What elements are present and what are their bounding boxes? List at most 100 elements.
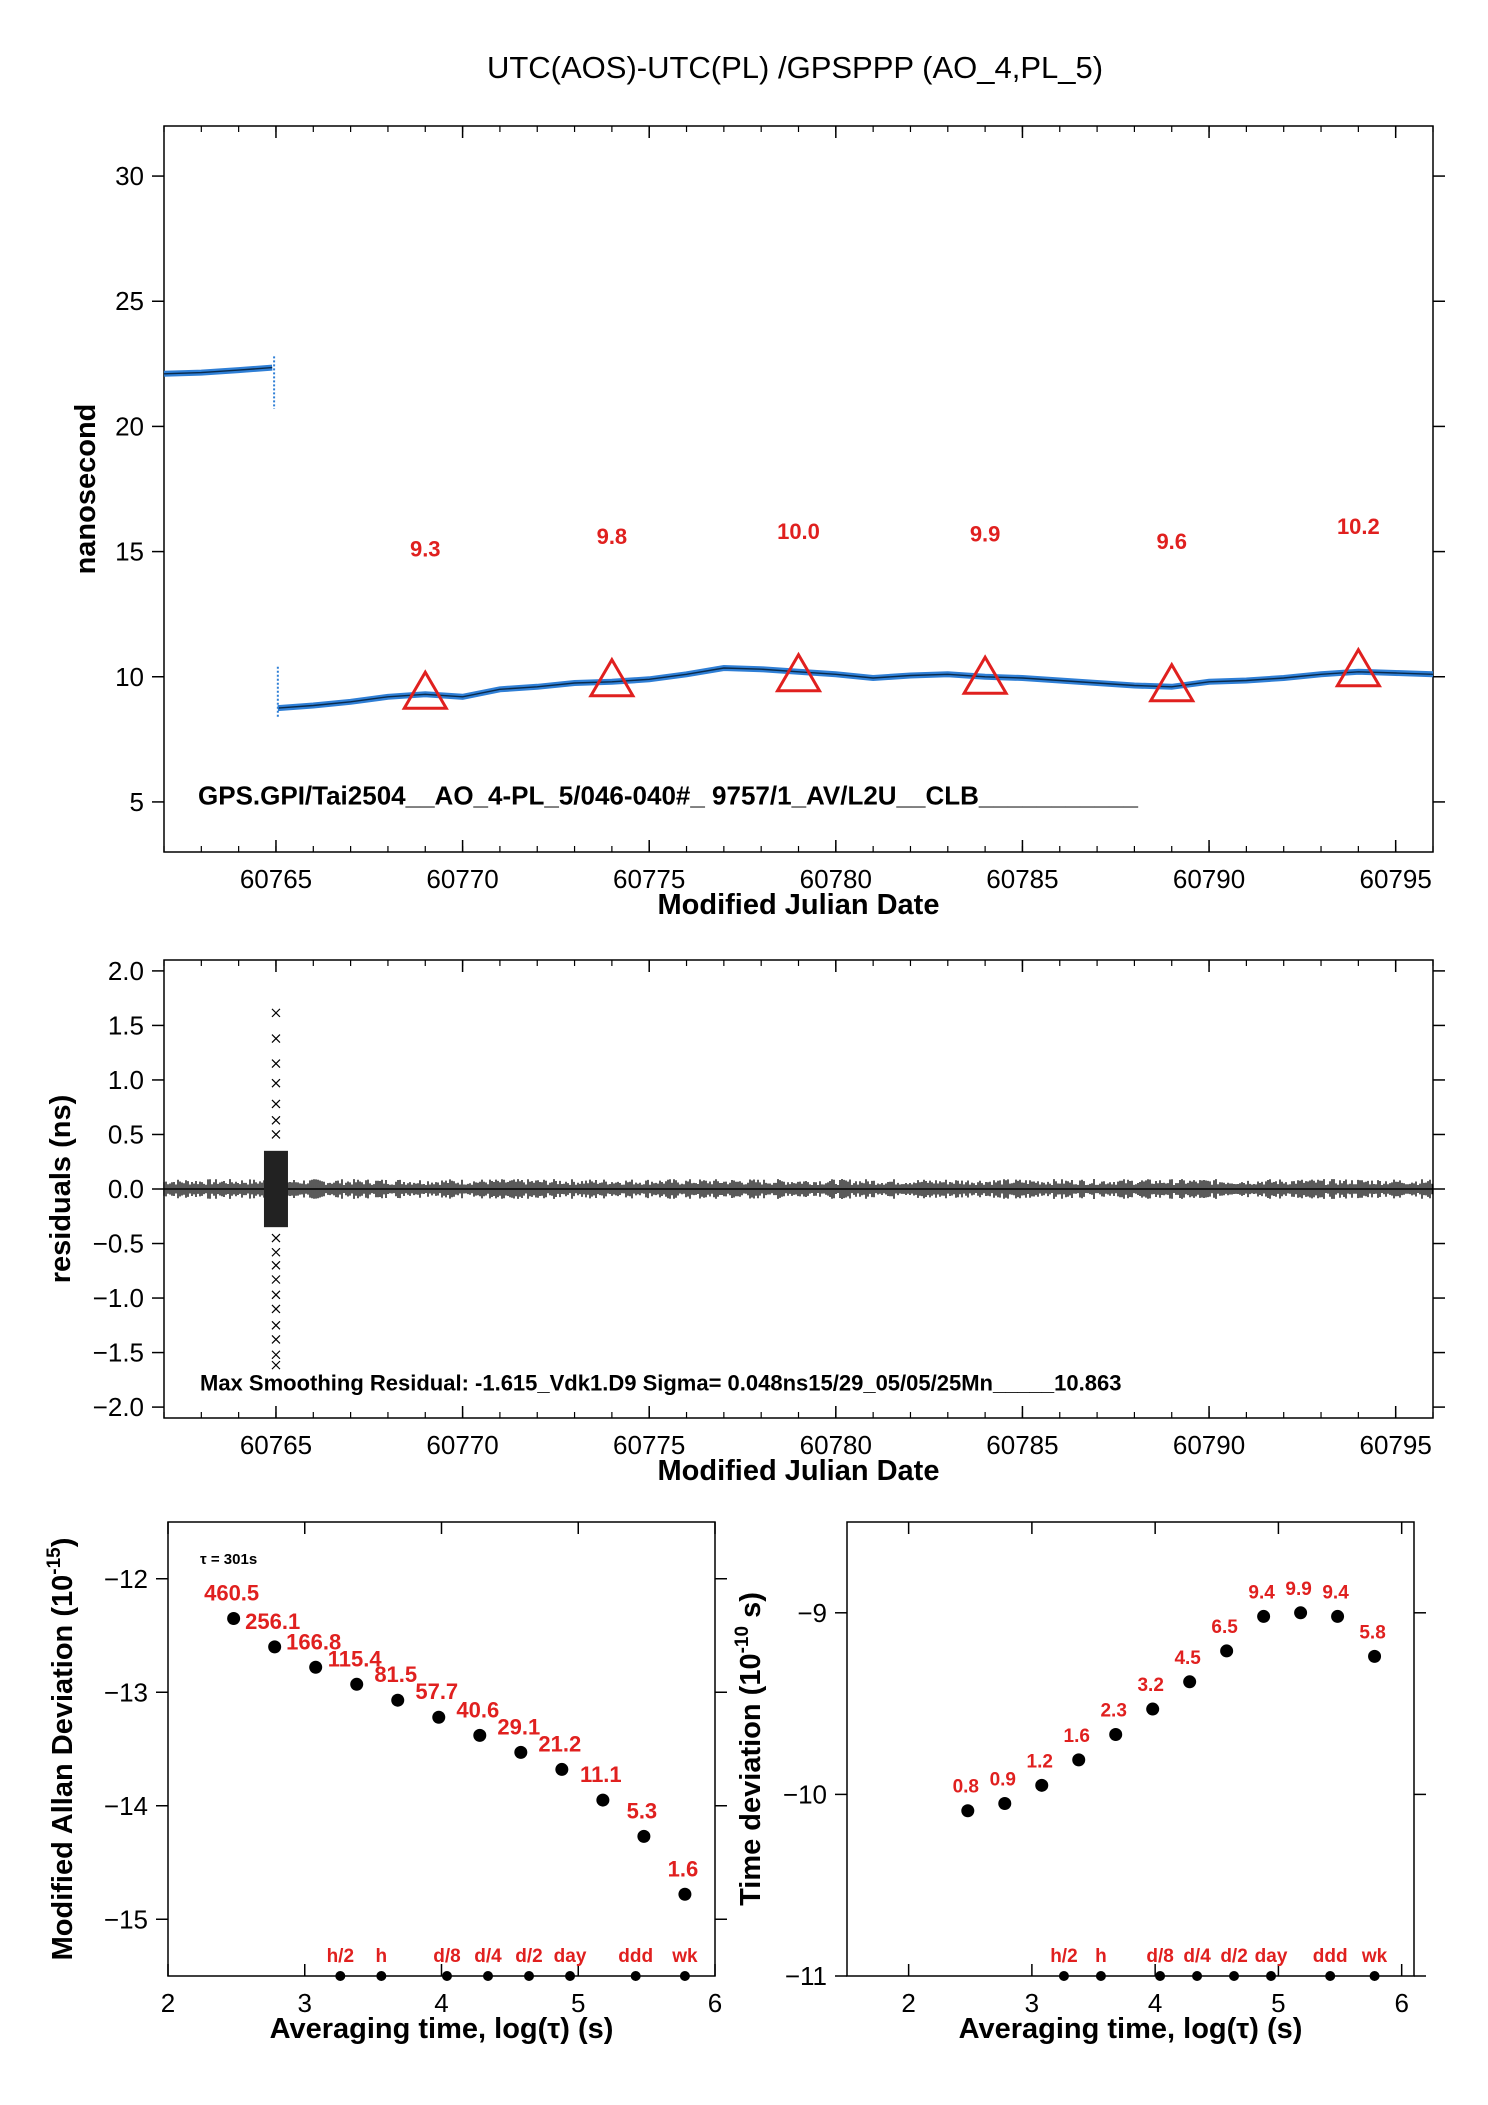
y-tick-label: −14 <box>104 1791 148 1821</box>
marker-triangle <box>1334 646 1382 688</box>
offset-series-line <box>277 664 1434 712</box>
y-tick-label: −15 <box>104 1904 148 1934</box>
dev-point <box>473 1728 487 1742</box>
x-tick-label: 3 <box>298 1988 312 2018</box>
time-mark-dot <box>524 1971 535 1981</box>
dev-point-label: 5.3 <box>627 1798 658 1823</box>
dev-point <box>961 1804 975 1818</box>
y-tick-label: −13 <box>104 1677 148 1707</box>
y-tick-label: 1.5 <box>108 1010 144 1040</box>
y-tick-label: 5 <box>130 787 144 817</box>
x-tick-label: 60765 <box>240 864 312 894</box>
tdev-plot: 2 3 4 5 6 −11 −10 −9 Averaging time, log(τ) (s) T… <box>732 1521 1426 2045</box>
dev-point-label: 9.4 <box>1322 1582 1349 1603</box>
residual-point <box>271 1059 281 1069</box>
marker-triangle <box>961 654 1009 695</box>
time-mark-label: wk <box>671 1946 698 1967</box>
time-mark-dot <box>376 1971 387 1981</box>
time-mark-label: d/2 <box>1220 1946 1247 1967</box>
y-tick-label: 30 <box>115 161 144 191</box>
time-mark-dot <box>1095 1971 1106 1981</box>
x-tick-label: 60790 <box>1173 1430 1245 1460</box>
y-axis-label: nanosecond <box>70 404 102 575</box>
marker-triangle <box>588 656 636 698</box>
y-axis-label-main: Time deviation (10 <box>735 1653 767 1906</box>
x-axis-label: Averaging time, log(τ) (s) <box>270 2013 614 2045</box>
marker-label: 9.6 <box>1156 529 1187 554</box>
y-tick-label: −1.0 <box>93 1283 144 1313</box>
time-mark-label: d/2 <box>515 1946 542 1967</box>
y-tick-label: 0.0 <box>108 1174 144 1204</box>
dev-point-label: 5.8 <box>1359 1622 1385 1643</box>
x-tick-label: 6 <box>708 1988 722 2018</box>
residual-point <box>271 1115 281 1125</box>
y-tick-label: −11 <box>785 1961 827 1991</box>
x-axis-label: Averaging time, log(τ) (s) <box>959 2013 1303 2045</box>
residual-point <box>271 1130 281 1139</box>
offset-annotation: GPS.GPI/Tai2504__AO_4-PL_5/046-040#_ 975… <box>198 780 1139 810</box>
marker-triangle <box>774 651 823 693</box>
marker-triangle <box>1148 661 1196 703</box>
dev-point-label: 2.3 <box>1100 1700 1126 1721</box>
dev-point-label: 21.2 <box>538 1731 581 1756</box>
residual-point <box>271 1078 281 1088</box>
dev-point-label: 115.4 <box>328 1646 383 1671</box>
dev-point <box>268 1640 282 1654</box>
dev-point-label: 1.6 <box>668 1856 699 1881</box>
time-mark-label: h/2 <box>1050 1946 1077 1967</box>
dev-point <box>1035 1778 1049 1792</box>
residual-point <box>271 1290 281 1300</box>
time-mark-dot <box>335 1971 346 1981</box>
dev-point <box>1109 1727 1123 1741</box>
time-mark-dot <box>1192 1971 1203 1981</box>
time-mark-dot <box>1155 1971 1166 1981</box>
dev-point <box>1220 1644 1234 1658</box>
dev-point <box>1146 1702 1160 1716</box>
y-tick-label: −2.0 <box>93 1392 144 1422</box>
residual-band <box>163 1179 1433 1199</box>
dev-point <box>1183 1675 1197 1689</box>
x-tick-label: 60790 <box>1173 864 1245 894</box>
offset-series-core <box>277 667 1434 709</box>
offset-frame <box>163 125 1434 853</box>
y-tick-label: 20 <box>115 411 144 441</box>
dev-point-label: 166.8 <box>286 1629 341 1654</box>
residual-point <box>271 1008 281 1018</box>
dev-point <box>637 1829 651 1843</box>
time-mark-dot <box>630 1971 641 1981</box>
residual-point <box>271 1304 281 1314</box>
y-axis-label-main: Modified Allan Deviation (10 <box>47 1575 79 1961</box>
y-axis-label: residuals (ns) <box>45 1095 77 1284</box>
x-tick-label: 60780 <box>800 1430 872 1460</box>
x-tick-label: 60795 <box>1360 864 1432 894</box>
residuals-annotation: Max Smoothing Residual: -1.615_Vdk1.D9 S… <box>200 1371 1121 1396</box>
y-tick-label: −9 <box>797 1598 827 1628</box>
x-tick-label: 60775 <box>613 864 685 894</box>
residual-cluster <box>263 1150 288 1228</box>
dev-point <box>309 1660 323 1674</box>
dev-point <box>1257 1609 1271 1623</box>
dev-point <box>1368 1649 1382 1663</box>
dev-point-label: 0.8 <box>953 1777 979 1798</box>
residuals-plot: 60765 60770 60775 60780 60785 60790 60795 −2.0 −… <box>45 956 1445 1487</box>
dev-point-label: 29.1 <box>497 1714 540 1739</box>
dev-point-label: 3.2 <box>1137 1675 1163 1696</box>
dev-point-label: 9.4 <box>1248 1582 1275 1603</box>
y-axis-label-end: s) <box>735 1592 767 1626</box>
x-tick-label: 60795 <box>1360 1430 1432 1460</box>
time-mark-label: day <box>1255 1946 1288 1967</box>
residual-point <box>271 1275 281 1284</box>
x-tick-label: 60770 <box>426 1430 498 1460</box>
time-mark-dot <box>565 1971 576 1981</box>
y-tick-label: −10 <box>783 1779 827 1809</box>
time-mark-dot <box>1325 1971 1336 1981</box>
time-mark-label: h/2 <box>327 1946 354 1967</box>
y-tick-label: 25 <box>115 286 144 316</box>
time-mark-label: d/4 <box>474 1946 502 1967</box>
time-mark-label: h <box>1095 1946 1107 1967</box>
x-tick-label: 60780 <box>800 864 872 894</box>
dev-point <box>678 1887 692 1901</box>
dev-point-label: 460.5 <box>204 1580 259 1605</box>
dev-point <box>1072 1753 1086 1767</box>
